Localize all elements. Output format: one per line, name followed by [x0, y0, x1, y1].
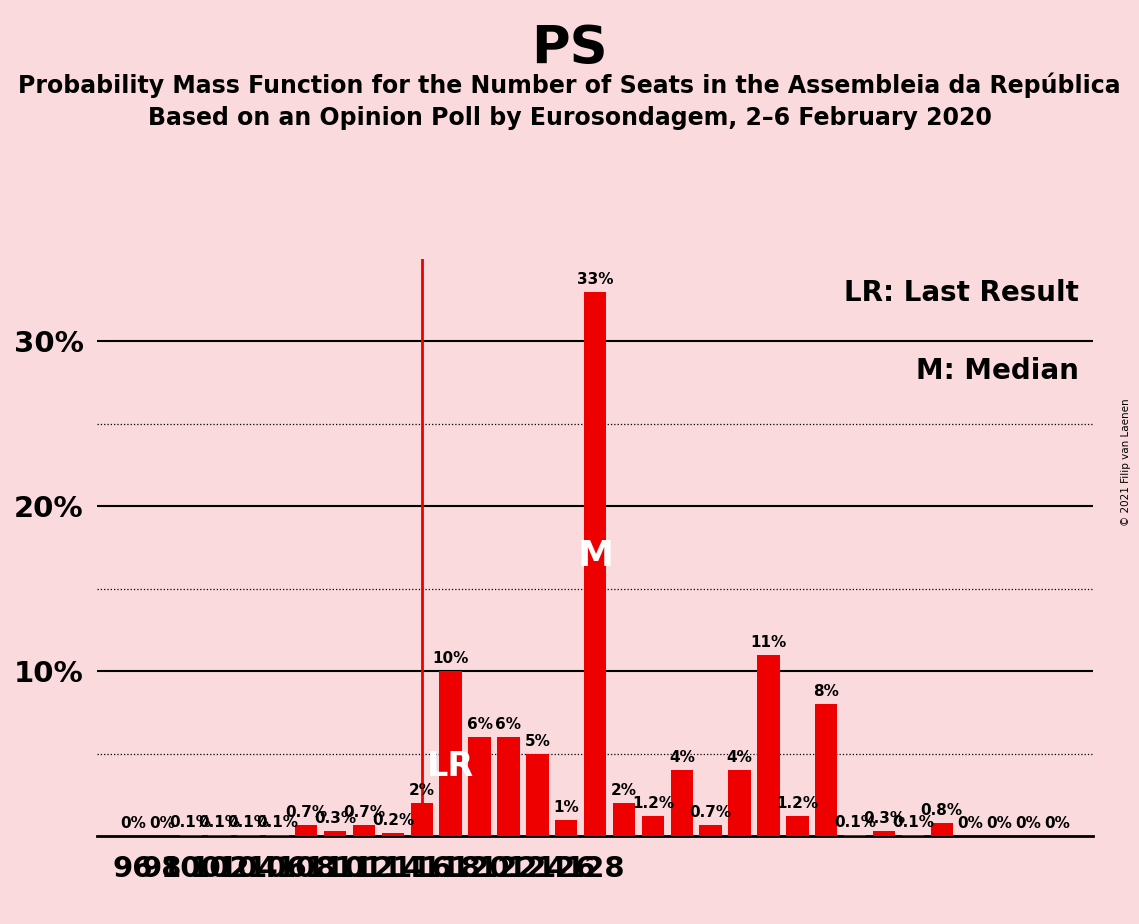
- Text: 0.1%: 0.1%: [834, 815, 876, 830]
- Bar: [671, 771, 693, 836]
- Bar: [237, 834, 260, 836]
- Text: 0%: 0%: [958, 816, 984, 832]
- Text: 0.2%: 0.2%: [371, 813, 415, 828]
- Bar: [295, 824, 318, 836]
- Text: Based on an Opinion Poll by Eurosondagem, 2–6 February 2020: Based on an Opinion Poll by Eurosondagem…: [148, 106, 991, 130]
- Text: M: M: [577, 539, 613, 573]
- Bar: [555, 820, 577, 836]
- Bar: [816, 704, 837, 836]
- Bar: [267, 834, 288, 836]
- Text: PS: PS: [531, 23, 608, 75]
- Bar: [728, 771, 751, 836]
- Text: © 2021 Filip van Laenen: © 2021 Filip van Laenen: [1121, 398, 1131, 526]
- Text: 1.2%: 1.2%: [632, 796, 674, 811]
- Bar: [902, 834, 924, 836]
- Text: 8%: 8%: [813, 685, 839, 699]
- Text: 5%: 5%: [524, 734, 550, 748]
- Bar: [353, 824, 375, 836]
- Bar: [526, 754, 549, 836]
- Text: 2%: 2%: [409, 784, 435, 798]
- Bar: [641, 817, 664, 836]
- Text: 0.1%: 0.1%: [228, 815, 270, 830]
- Bar: [498, 737, 519, 836]
- Text: 0.1%: 0.1%: [198, 815, 240, 830]
- Text: 0.1%: 0.1%: [170, 815, 212, 830]
- Bar: [180, 834, 202, 836]
- Text: 0.3%: 0.3%: [314, 811, 357, 826]
- Text: 0.8%: 0.8%: [920, 803, 962, 818]
- Bar: [208, 834, 231, 836]
- Bar: [613, 803, 636, 836]
- Text: 0.1%: 0.1%: [892, 815, 934, 830]
- Text: M: Median: M: Median: [916, 357, 1079, 385]
- Text: 0%: 0%: [986, 816, 1013, 832]
- Text: 2%: 2%: [611, 784, 637, 798]
- Bar: [844, 834, 867, 836]
- Bar: [931, 823, 953, 836]
- Bar: [757, 655, 780, 836]
- Bar: [382, 833, 404, 836]
- Text: 0.3%: 0.3%: [863, 811, 906, 826]
- Text: 6%: 6%: [467, 717, 492, 732]
- Text: Probability Mass Function for the Number of Seats in the Assembleia da República: Probability Mass Function for the Number…: [18, 72, 1121, 98]
- Bar: [323, 832, 346, 836]
- Bar: [786, 817, 809, 836]
- Text: 10%: 10%: [433, 651, 469, 666]
- Text: LR: LR: [427, 750, 474, 784]
- Text: 4%: 4%: [727, 750, 753, 765]
- Bar: [410, 803, 433, 836]
- Text: 33%: 33%: [576, 272, 614, 286]
- Text: 0%: 0%: [120, 816, 146, 832]
- Bar: [872, 832, 895, 836]
- Bar: [440, 671, 462, 836]
- Text: 1.2%: 1.2%: [777, 796, 819, 811]
- Bar: [584, 292, 606, 836]
- Text: 0%: 0%: [1044, 816, 1071, 832]
- Bar: [468, 737, 491, 836]
- Text: 1%: 1%: [554, 800, 579, 815]
- Text: 0.7%: 0.7%: [343, 805, 385, 820]
- Text: 0.1%: 0.1%: [256, 815, 298, 830]
- Text: 0.7%: 0.7%: [689, 805, 731, 820]
- Text: 6%: 6%: [495, 717, 522, 732]
- Text: 4%: 4%: [669, 750, 695, 765]
- Text: 11%: 11%: [751, 635, 787, 650]
- Text: 0%: 0%: [1016, 816, 1041, 832]
- Text: 0.7%: 0.7%: [285, 805, 327, 820]
- Bar: [699, 824, 722, 836]
- Text: 0%: 0%: [149, 816, 174, 832]
- Text: LR: Last Result: LR: Last Result: [844, 279, 1079, 307]
